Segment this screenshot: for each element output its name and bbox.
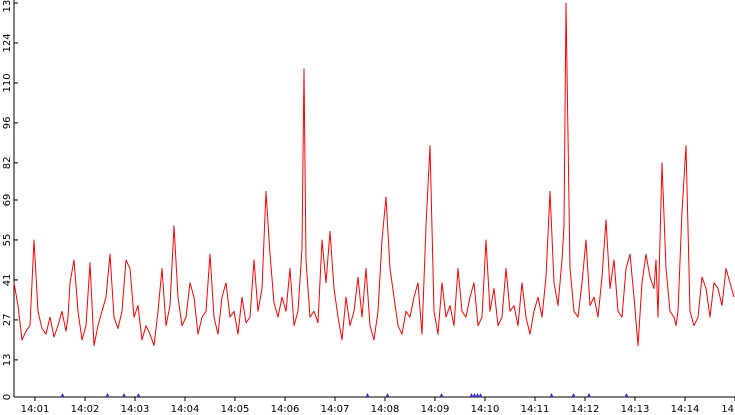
y-tick-label: 13 [2, 354, 13, 367]
x-tick-label: 14:12 [571, 404, 600, 415]
x-tick-label: 14:06 [271, 404, 300, 415]
x-tick-label: 14:01 [21, 404, 50, 415]
event-marker [105, 393, 110, 397]
series-line [13, 2, 735, 347]
x-tick-label: 14:07 [321, 404, 350, 415]
x-tick-label: 14:04 [171, 404, 200, 415]
event-marker [478, 393, 483, 397]
x-tick-label: 14:09 [421, 404, 450, 415]
x-tick-label: 14:08 [371, 404, 400, 415]
event-marker [549, 393, 554, 397]
y-tick-label: 27 [2, 314, 13, 327]
event-marker [385, 393, 390, 397]
y-tick-label: 0 [2, 394, 13, 400]
x-tick-label: 14:05 [221, 404, 250, 415]
event-marker [571, 393, 576, 397]
event-marker [624, 393, 629, 397]
x-tick-label: 14:03 [121, 404, 150, 415]
event-marker [475, 393, 480, 397]
x-tick-label: 14:10 [471, 404, 500, 415]
event-marker [136, 393, 141, 397]
y-tick-label: 41 [2, 274, 13, 287]
y-tick-label: 55 [2, 234, 13, 247]
y-tick-label: 69 [2, 194, 13, 207]
event-marker [122, 393, 126, 397]
event-marker [587, 393, 591, 397]
y-tick-label: 96 [2, 117, 13, 130]
y-axis-ticks: 0 13 27 41 55 69 82 96 110 124 138 [2, 0, 18, 400]
x-tick-label: 14 [721, 404, 734, 415]
event-marker [439, 393, 444, 397]
x-axis-ticks: 14:01 14:02 14:03 14:04 14:05 14:06 14:07 14:08… [21, 397, 735, 415]
y-tick-label: 124 [2, 33, 13, 52]
event-marker [469, 393, 474, 397]
event-marker [365, 393, 370, 397]
x-tick-label: 14:02 [71, 404, 100, 415]
event-marker [60, 393, 65, 397]
series-group [13, 2, 735, 347]
event-marker [472, 393, 477, 397]
event-markers [60, 393, 629, 397]
x-tick-label: 14:11 [521, 404, 550, 415]
x-tick-label: 14:13 [621, 404, 650, 415]
y-tick-label: 82 [2, 157, 13, 170]
x-tick-label: 14:14 [671, 404, 700, 415]
y-tick-label: 138 [2, 0, 13, 13]
y-tick-label: 110 [2, 73, 13, 92]
